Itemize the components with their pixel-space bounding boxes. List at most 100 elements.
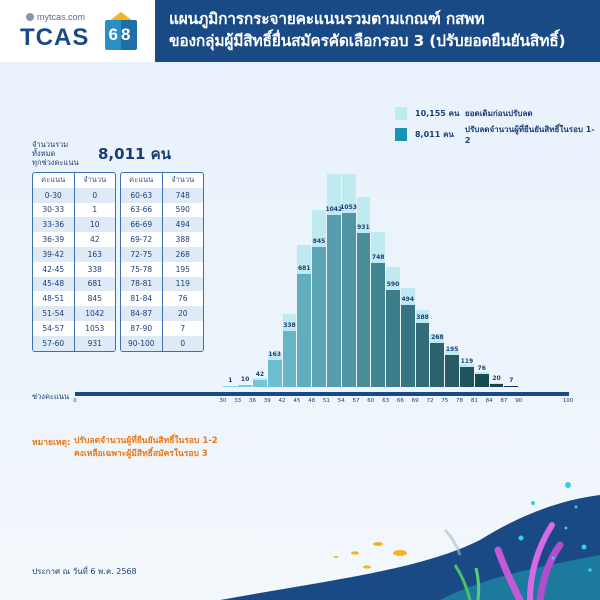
bar-after-adjustment (223, 386, 238, 387)
bar-before-adjustment (267, 353, 282, 387)
x-axis-tick: 51 (322, 398, 330, 404)
score-range-cell: 60-63 (121, 187, 163, 203)
total-label: จำนวนรวมทั้งหมด ทุกช่วงคะแนน (32, 140, 88, 167)
x-axis-tick: 75 (441, 398, 449, 404)
bar-value-label: 1042 (325, 205, 343, 213)
table-row: 75-78 195 (121, 261, 203, 277)
count-cell: 195 (175, 264, 190, 274)
x-axis-tick: 60 (367, 398, 375, 404)
bar-after-adjustment (267, 360, 282, 387)
score-range-cell: 54-57 (33, 320, 75, 336)
table-header-cell: คะแนน (33, 173, 75, 188)
legend-count: 10,155 คน (415, 108, 460, 118)
x-axis-tick: 66 (396, 398, 404, 404)
bar-after-adjustment (400, 305, 415, 387)
bar-after-adjustment (430, 342, 445, 387)
bar-before-adjustment (474, 372, 489, 387)
score-range-cell: 75-78 (121, 261, 163, 277)
bar-before-adjustment (489, 383, 504, 387)
bar-before-adjustment (356, 196, 371, 387)
table-row: 69-72 388 (121, 232, 203, 247)
header: mytcas.com TCAS 68 แผนภูมิการกระจายคะแนน… (0, 0, 600, 62)
bar-value-label: 195 (445, 345, 459, 353)
table-row: 48-51 845 (33, 291, 115, 307)
count-cell: 1053 (85, 323, 105, 333)
table-header-cell: จำนวน (83, 175, 107, 185)
logo-number: 68 (105, 20, 137, 50)
bar-value-label: 163 (268, 351, 281, 359)
score-range-cell: 81-84 (121, 291, 163, 307)
count-cell: 42 (89, 235, 100, 245)
bar-before-adjustment (326, 173, 341, 387)
bar-value-label: 748 (371, 254, 385, 262)
score-table-left: คะแนน จำนวน 0-30 0 30-33 1 33-36 10 36-39 42 39-42… (32, 172, 116, 352)
legend-swatch-after (395, 127, 407, 141)
count-cell: 20 (177, 309, 188, 319)
table-header-row: คะแนน จำนวน (33, 173, 115, 188)
note-line-2: คงเหลือเฉพาะผู้มีสิทธิ์สมัครในรอบ 3 (74, 449, 208, 459)
x-axis-tick: 87 (500, 398, 508, 404)
score-range-cell: 69-72 (121, 232, 163, 247)
x-axis-tick: 33 (234, 398, 242, 404)
legend-label: ยอดเดิมก่อนปรับลด (465, 108, 533, 118)
x-axis-tick: 72 (426, 398, 434, 404)
table-row: 36-39 42 (33, 232, 115, 247)
count-cell: 0 (92, 190, 98, 200)
total-summary: จำนวนรวมทั้งหมด ทุกช่วงคะแนน 8,011 คน (32, 140, 171, 167)
count-cell: 388 (175, 235, 190, 245)
bar-value-label: 268 (431, 333, 444, 341)
note: หมายเหตุ: ปรับลดจำนวนผู้ที่ยืนยันสิทธิ์ใ… (32, 435, 218, 461)
table-row: 33-36 10 (33, 217, 115, 233)
x-axis-tick: 54 (337, 398, 345, 404)
bar-value-label: 590 (386, 280, 400, 288)
note-lines: ปรับลดจำนวนผู้ที่ยืนยันสิทธิ์ในรอบ 1-2 ค… (74, 435, 218, 461)
legend-item-before: 10,155 คน ยอดเดิมก่อนปรับลด (395, 106, 600, 120)
x-axis-tick: 57 (352, 398, 360, 404)
x-axis-tick: 30 (219, 398, 227, 404)
bar-value-label: 76 (477, 365, 486, 373)
table-row: 90-100 0 (121, 335, 203, 351)
table-header-cell: คะแนน (121, 173, 163, 188)
legend-swatch-before (395, 106, 407, 120)
bar-before-adjustment (371, 232, 386, 387)
x-axis-tick: 39 (263, 398, 271, 404)
table-row: 54-57 1053 (33, 320, 115, 336)
bar-after-adjustment (445, 354, 460, 387)
globe-icon (26, 13, 34, 21)
bar-value-label: 119 (460, 358, 474, 366)
tcas-logo: mytcas.com TCAS 68 (18, 10, 143, 54)
bar-before-adjustment (445, 348, 460, 387)
bar-after-adjustment (474, 374, 489, 387)
score-range-cell: 72-75 (121, 246, 163, 262)
bar-before-adjustment (415, 310, 430, 387)
bar-after-adjustment (386, 289, 400, 387)
count-cell: 681 (87, 279, 102, 289)
count-cell: 1042 (85, 309, 105, 319)
bar-after-adjustment (489, 383, 504, 387)
underwater-decoration (220, 482, 600, 600)
x-axis-tick: 81 (470, 398, 478, 404)
bar-after-adjustment (356, 233, 371, 387)
logo-site-text: mytcas.com (37, 12, 86, 22)
table-row: 51-54 1042 (33, 306, 115, 321)
score-range-cell: 84-87 (121, 306, 163, 321)
score-range-cell: 45-48 (33, 276, 75, 292)
logo-site: mytcas.com (26, 12, 85, 22)
table-row: 57-60 931 (33, 335, 115, 351)
book-icon: 68 (105, 12, 137, 50)
score-range-cell: 63-66 (121, 202, 163, 218)
bar-after-adjustment (326, 214, 341, 387)
table-row: 39-42 163 (33, 246, 115, 262)
count-cell: 10 (89, 220, 100, 230)
bubble-icon (518, 482, 592, 572)
bar-before-adjustment (430, 334, 445, 387)
bar-before-adjustment (223, 386, 238, 387)
score-range-cell: 30-33 (33, 202, 75, 218)
count-cell: 268 (175, 249, 190, 259)
bar-after-adjustment (312, 247, 326, 387)
x-axis-tick: 45 (293, 398, 301, 404)
chart-legend: 10,155 คน ยอดเดิมก่อนปรับลด 8,011 คน ปรั… (395, 106, 600, 148)
bar-before-adjustment (282, 314, 297, 387)
bar-value-label: 338 (283, 322, 296, 330)
x-axis-tick: 42 (278, 398, 286, 404)
